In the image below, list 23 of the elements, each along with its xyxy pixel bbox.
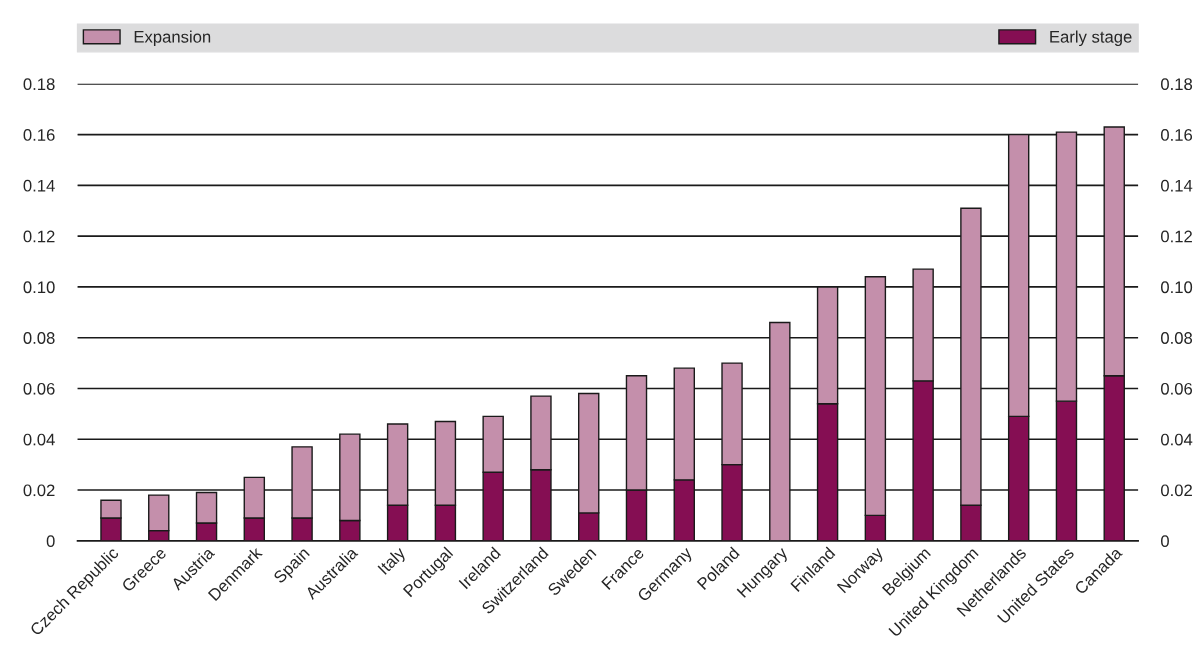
x-tick-label: Italy [377,545,409,578]
y-tick-label: 0.10 [23,281,55,294]
y-tick-label: 0.16 [23,129,55,141]
legend-label: Early stage [1050,30,1132,47]
legend-label: Expansion [134,30,211,47]
y-tick-label: 0 [46,535,55,547]
y-tick-label: 0.12 [23,230,55,243]
y-tick-label: 0.14 [23,179,55,192]
y2-tick-label: 0.18 [1161,78,1193,91]
y-tick-label: 0.06 [23,382,55,395]
y2-tick-label: 0.14 [1161,179,1193,192]
y2-tick-label: 0.10 [1161,281,1193,294]
y2-tick-label: 0.06 [1161,382,1193,395]
y2-tick-label: 0.02 [1161,484,1192,497]
y-tick-label: 0.08 [23,332,55,344]
y2-tick-label: 0.04 [1161,433,1193,446]
y-tick-label: 0.02 [23,484,55,497]
y2-tick-label: 0.08 [1161,332,1193,344]
y-tick-label: 0.04 [23,433,55,446]
y2-tick-label: 0.16 [1161,129,1193,141]
y-tick-label: 0.18 [23,78,55,91]
y2-tick-label: 0 [1161,535,1169,547]
y2-tick-label: 0.12 [1161,230,1192,243]
